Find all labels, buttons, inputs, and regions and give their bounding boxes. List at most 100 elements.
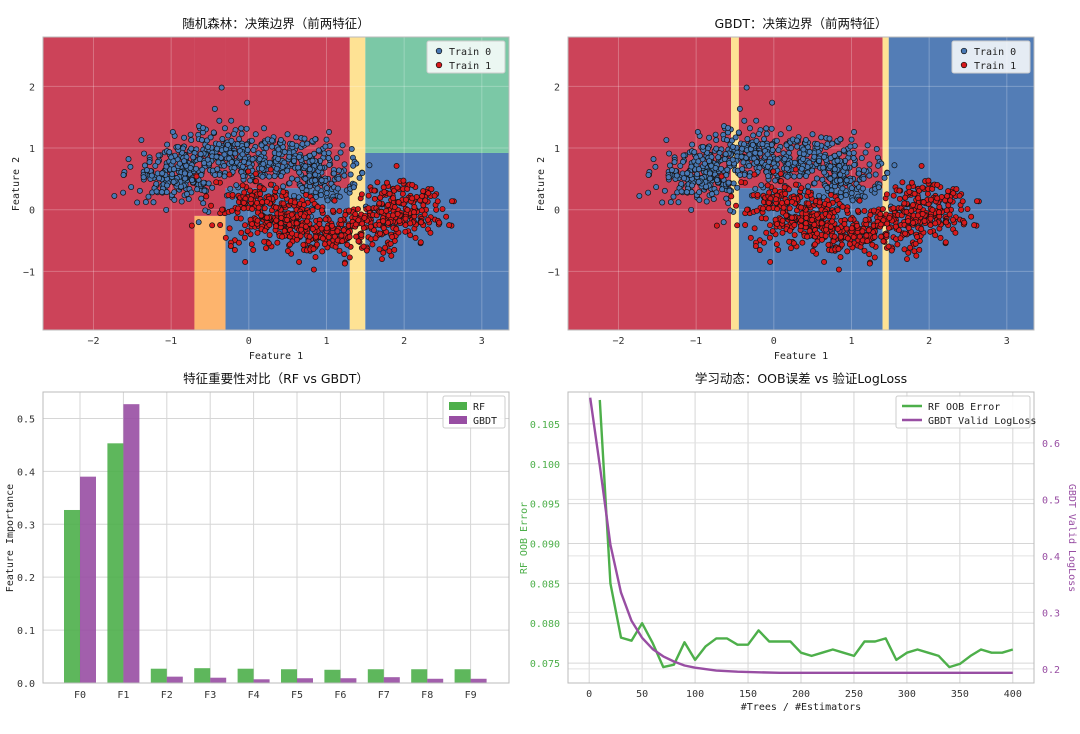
x-tick-label: 1 [848, 336, 854, 347]
train-0-point [153, 180, 160, 187]
train-1-point [783, 212, 790, 219]
train-1-point [789, 214, 795, 221]
train-0-point [806, 148, 813, 155]
train-0-point [855, 170, 862, 177]
train-1-point [913, 252, 920, 259]
gbdt-bar [80, 476, 96, 683]
x-tick-label: 350 [951, 689, 969, 700]
train-1-point [237, 215, 244, 222]
train-1-point [781, 184, 788, 191]
train-1-point [885, 243, 892, 250]
train-0-point [171, 189, 178, 196]
train-0-point [723, 172, 730, 178]
train-0-point [233, 182, 240, 189]
train-0-point [726, 160, 733, 166]
train-1-point [871, 254, 878, 261]
train-0-point [190, 154, 197, 161]
train-0-point [269, 143, 276, 150]
legend-marker [435, 47, 443, 55]
train-1-point [227, 243, 234, 250]
train-0-point [708, 191, 715, 197]
y-tick-label: 0.2 [17, 573, 35, 584]
train-1-point [247, 196, 254, 203]
train-0-point [153, 188, 160, 195]
train-1-point [905, 225, 912, 231]
train-1-point [238, 229, 245, 236]
gbdt-logloss-line [589, 397, 1013, 674]
train-0-point [266, 173, 273, 180]
train-0-point [193, 165, 200, 172]
train-0-point [739, 166, 746, 173]
train-1-point [378, 208, 385, 215]
train-0-point [188, 145, 195, 152]
train-1-point [733, 202, 739, 209]
train-1-point [301, 201, 307, 208]
train-1-point [431, 192, 438, 199]
x-tick-label: 0 [246, 336, 252, 347]
train-1-point [756, 247, 763, 253]
x-tick-label: F5 [291, 690, 303, 701]
train-1-point [352, 221, 359, 228]
rf-bar [367, 669, 384, 683]
legend-label: RF OOB Error [928, 402, 1000, 413]
train-0-point [188, 137, 195, 144]
train-1-point [767, 259, 774, 265]
train-1-point [358, 191, 365, 198]
train-0-point [695, 166, 702, 173]
train-0-point [164, 182, 170, 189]
train-0-point [324, 197, 331, 204]
train-1-point [302, 223, 309, 230]
train-1-point [273, 204, 279, 211]
y-tick-label: 0 [554, 206, 560, 217]
rf-bar [237, 668, 254, 683]
train-1-point [346, 233, 353, 240]
train-0-point [824, 141, 831, 148]
train-0-point [284, 167, 291, 174]
train-0-point [350, 184, 357, 191]
train-1-point [369, 241, 376, 248]
train-0-point [759, 141, 766, 148]
train-1-point [264, 198, 270, 205]
train-0-point [204, 156, 211, 163]
train-1-point [222, 234, 229, 241]
train-1-point [953, 186, 960, 193]
train-1-point [301, 213, 307, 220]
train-1-point [352, 211, 359, 218]
train-1-point [419, 193, 425, 200]
train-0-point [159, 170, 166, 177]
train-1-point [896, 187, 903, 194]
train-1-point [248, 241, 255, 248]
train-0-point [243, 125, 250, 132]
train-0-point [286, 180, 293, 187]
legend-box [426, 40, 506, 74]
train-1-point [381, 188, 388, 195]
train-0-point [666, 150, 672, 157]
x-tick-label: 0 [586, 689, 592, 700]
train-0-point [280, 183, 287, 190]
x-tick-label: F4 [248, 690, 260, 701]
feature-importance-frame [42, 391, 510, 684]
train-1-point [374, 179, 381, 186]
train-1-point [249, 221, 255, 227]
train-0-point [189, 177, 195, 184]
x-tick-label: 3 [1004, 336, 1010, 347]
train-1-point [762, 215, 769, 222]
train-1-point [765, 199, 772, 206]
train-0-point [769, 99, 776, 106]
train-0-point [145, 193, 152, 200]
train-0-point [230, 130, 237, 137]
train-0-point [198, 195, 205, 202]
x-tick-label: 3 [479, 336, 485, 347]
train-0-point [195, 219, 202, 226]
train-1-point [399, 190, 406, 197]
train-0-point [712, 131, 719, 138]
train-0-point [837, 171, 844, 178]
train-0-point [225, 132, 232, 139]
train-0-point [155, 158, 161, 165]
train-0-point [696, 197, 703, 203]
train-0-point [222, 125, 228, 132]
train-0-point [148, 172, 155, 179]
train-1-point [927, 228, 934, 235]
train-1-point [313, 241, 320, 248]
train-1-point [387, 240, 394, 247]
